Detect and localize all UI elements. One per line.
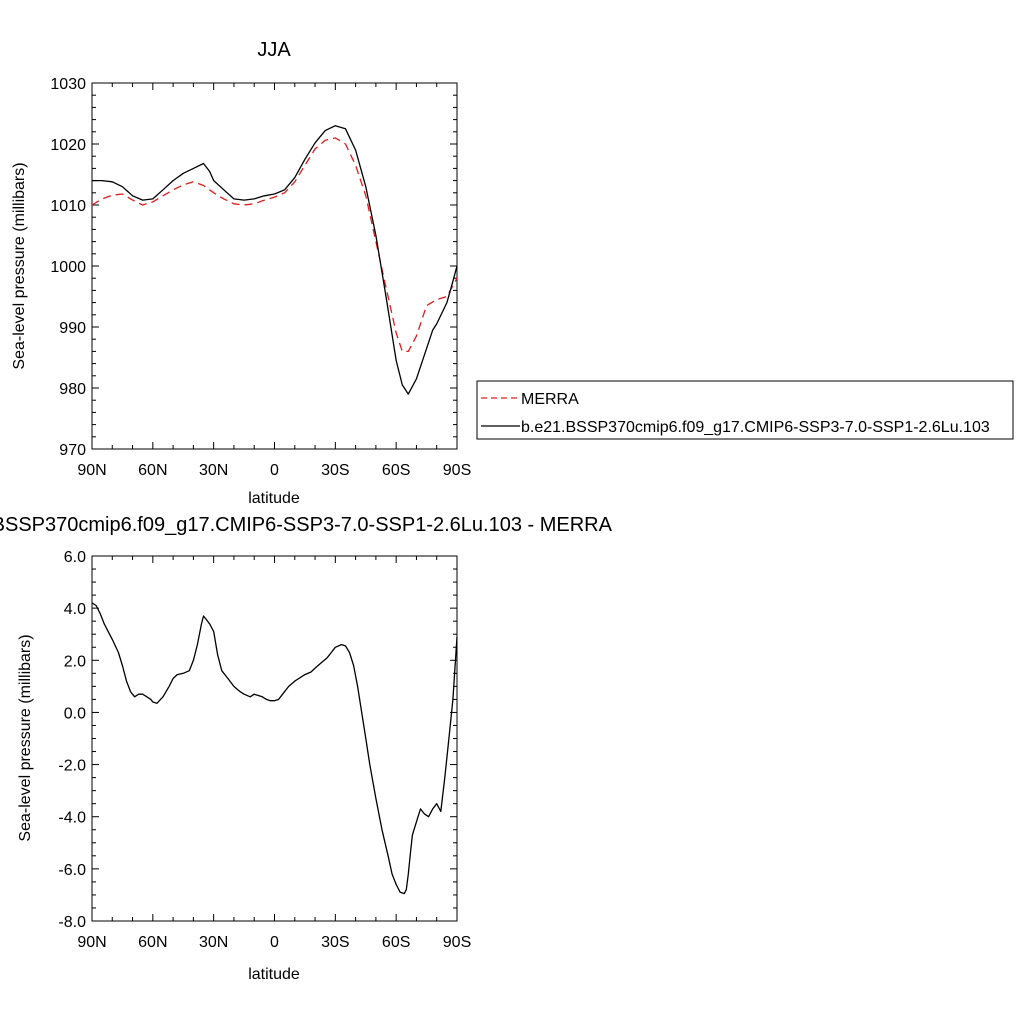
- bottom-series-line-0: [91, 602, 458, 895]
- legend: MERRA b.e21.BSSP370cmip6.f09_g17.CMIP6-S…: [476, 380, 1014, 440]
- top-x-tick-label: 30S: [321, 462, 349, 479]
- top-x-tick-label: 90S: [443, 462, 471, 479]
- bottom-data-lines: [91, 602, 458, 895]
- top-plot-frame: [91, 82, 458, 450]
- bottom-plot-frame: [91, 555, 458, 922]
- top-axis-ticks: 90N 60N 30N 0 30S 60S 90S 970 980 990 1000 1010 1020…: [50, 76, 471, 479]
- bottom-x-tick-label: 60S: [382, 934, 410, 951]
- bottom-y-tick-label: 6.0: [64, 549, 86, 566]
- top-y-tick-label: 1000: [50, 259, 86, 276]
- top-data-lines: [91, 125, 458, 395]
- legend-frame: [476, 380, 1014, 440]
- bottom-x-tick-label: 30S: [321, 934, 349, 951]
- legend-label-model: b.e21.BSSP370cmip6.f09_g17.CMIP6-SSP3-7.…: [521, 419, 990, 436]
- top-x-tick-label: 0: [270, 462, 279, 479]
- top-y-tick-label: 990: [59, 320, 86, 337]
- legend-label-merra: MERRA: [521, 391, 579, 408]
- bottom-y-axis-label: Sea-level pressure (millibars): [17, 634, 34, 841]
- top-panel: JJA Sea-level pressure (millibars) latit…: [11, 39, 471, 507]
- bottom-x-tick-label: 60N: [138, 934, 167, 951]
- bottom-panel: b.e21.BSSP370cmip6.f09_g17.CMIP6-SSP3-7.…: [0, 514, 613, 983]
- top-x-tick-label: 90N: [77, 462, 106, 479]
- top-x-tick-label: 60S: [382, 462, 410, 479]
- top-y-tick-label: 1010: [50, 198, 86, 215]
- bottom-y-tick-label: 4.0: [64, 601, 86, 618]
- top-chart-title: JJA: [257, 39, 291, 61]
- bottom-y-tick-label: 0.0: [64, 705, 86, 722]
- bottom-x-tick-label: 0: [270, 934, 279, 951]
- top-y-tick-label: 980: [59, 381, 86, 398]
- bottom-x-tick-label: 90N: [77, 934, 106, 951]
- top-x-axis-label: latitude: [248, 490, 300, 507]
- bottom-axis-ticks: 90N 60N 30N 0 30S 60S 90S -8.0 -6.0 -4.0 -2.0 0.0 2.…: [58, 549, 471, 951]
- bottom-x-tick-label: 90S: [443, 934, 471, 951]
- top-x-tick-label: 30N: [199, 462, 228, 479]
- top-y-tick-label: 970: [59, 442, 86, 459]
- bottom-y-tick-label: -8.0: [58, 914, 86, 931]
- bottom-chart-title: b.e21.BSSP370cmip6.f09_g17.CMIP6-SSP3-7.…: [0, 514, 613, 536]
- top-series-line-1: [92, 125, 458, 395]
- bottom-y-tick-label: -2.0: [58, 758, 86, 775]
- top-y-axis-label: Sea-level pressure (millibars): [11, 162, 28, 369]
- top-series-line-0: [91, 137, 458, 353]
- top-y-tick-label: 1020: [50, 137, 86, 154]
- bottom-y-tick-label: 2.0: [64, 653, 86, 670]
- top-x-tick-label: 60N: [138, 462, 167, 479]
- bottom-x-tick-label: 30N: [199, 934, 228, 951]
- bottom-y-tick-label: -4.0: [58, 810, 86, 827]
- top-y-tick-label: 1030: [50, 76, 86, 93]
- bottom-x-axis-label: latitude: [248, 966, 300, 983]
- bottom-y-tick-label: -6.0: [58, 862, 86, 879]
